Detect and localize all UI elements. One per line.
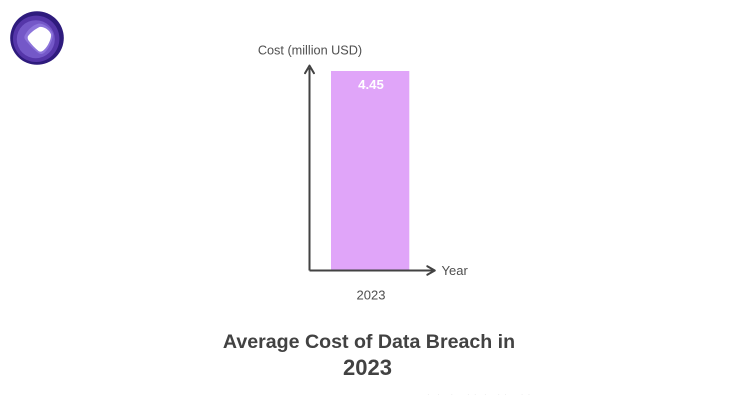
svg-text:Year: Year [442,263,469,278]
svg-text:Cost (million USD): Cost (million USD) [258,43,362,57]
svg-text:4.45: 4.45 [358,77,384,92]
svg-text:2023: 2023 [357,288,386,303]
